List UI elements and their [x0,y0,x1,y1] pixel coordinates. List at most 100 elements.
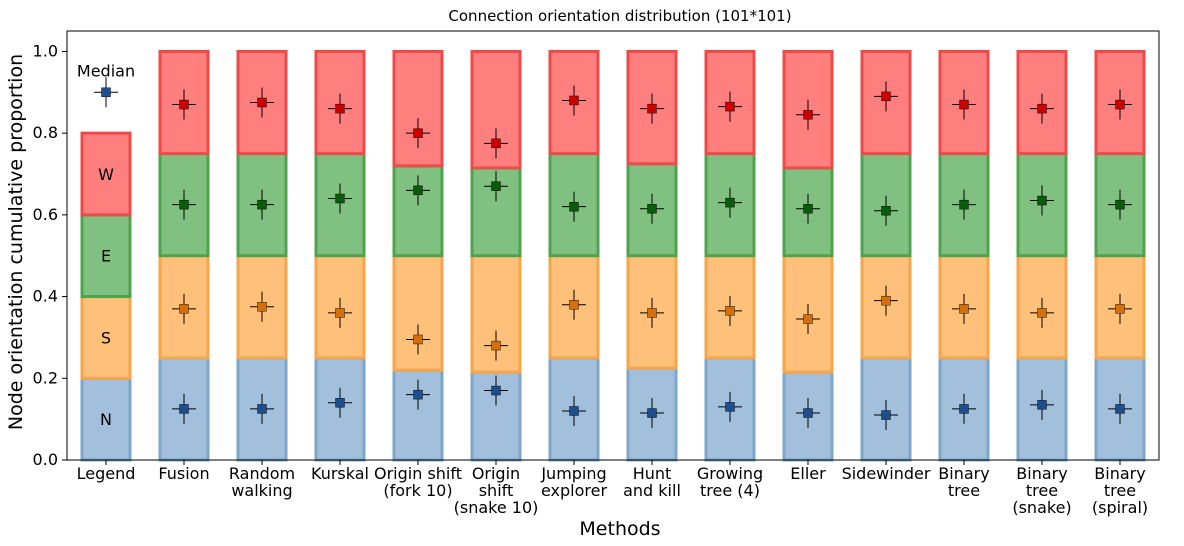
legend-label-w: W [98,165,114,184]
x-axis-label: Methods [579,518,660,540]
plot-frame [66,30,1160,461]
median-marker-e [803,204,813,214]
median-marker-n [1037,400,1047,410]
x-tick-label: (spiral) [1092,498,1148,517]
median-marker-w [1115,99,1125,110]
median-marker-w [647,103,657,114]
median-marker-s [1037,308,1047,318]
x-tick-label: tree (4) [700,481,760,500]
x-tick-label: Sidewinder [842,464,931,483]
median-marker-e [335,193,345,204]
median-marker-e [1115,199,1125,210]
median-marker-w [1037,103,1047,114]
x-tick-label: walking [231,481,292,500]
median-marker-n [959,404,969,414]
median-marker-n [725,402,735,412]
x-tick-label: Hunt [633,464,672,483]
median-marker-w [179,99,189,110]
y-tick-label: 1.0 [33,41,58,60]
median-marker-e [725,197,735,208]
median-marker-w [881,91,891,102]
median-marker-e [569,201,579,212]
x-tick-label: Origin [472,464,520,483]
median-marker-n [413,389,423,400]
median-marker-s [881,295,891,306]
x-tick-label: Kurskal [311,464,369,483]
y-tick-label: 0.8 [33,123,58,142]
x-tick-label: (fork 10) [383,481,452,500]
median-marker-w [257,97,267,108]
median-marker-w [959,99,969,110]
x-tick-label: Random [229,464,295,483]
median-marker-n [881,410,891,420]
x-tick-label: Binary [1094,464,1145,483]
median-marker-w [491,138,501,149]
median-marker-n [335,398,345,408]
median-marker-s [335,308,345,318]
y-tick-label: 0.4 [33,287,58,306]
median-marker-s [257,302,267,312]
x-tick-label: Eller [790,464,826,483]
median-marker-e [413,185,423,196]
x-tick-label: tree [1026,481,1058,500]
median-marker-w [335,103,345,114]
x-tick-label: explorer [541,481,607,500]
median-marker-e [959,199,969,210]
median-marker-e [881,206,891,216]
median-marker-s [959,304,969,314]
x-tick-label: Legend [77,464,136,483]
median-marker-w [803,110,813,120]
median-marker-s [1115,304,1125,314]
median-marker-s [725,306,735,316]
median-marker-n [803,408,813,418]
legend-median-marker [101,87,111,97]
plot-area: N S E W Median 0.0 0.2 0.4 0.6 0.8 1.0 Legend Fusion… [33,30,1160,517]
median-marker-e [1037,195,1047,206]
bar-segment-n [938,356,990,462]
bar-segment-w [392,49,444,168]
x-tick-label: tree [948,481,980,500]
legend-segment-w [80,131,132,217]
x-tick-label: Fusion [158,464,209,483]
x-tick-label: Jumping [540,464,606,483]
bar-segment-s [314,254,366,360]
median-marker-e [491,181,501,191]
median-marker-n [647,408,657,418]
y-tick-label: 0.2 [33,368,58,387]
median-marker-s [647,308,657,318]
x-tick-label: Binary [1016,464,1067,483]
median-marker-w [413,128,423,138]
legend-label-n: N [100,410,112,429]
median-marker-s [491,340,501,351]
x-tick-label: and kill [623,481,681,500]
median-marker-n [569,406,579,416]
median-marker-s [179,304,189,314]
median-marker-n [179,404,189,414]
median-marker-s [803,314,813,324]
median-marker-n [491,385,501,396]
x-tick-label: tree [1104,481,1136,500]
legend-label-s: S [101,328,111,347]
y-axis-label: Node orientation cumulative proportion [5,54,27,430]
x-tick-label: Origin shift [374,464,462,483]
median-marker-e [179,199,189,210]
median-marker-s [569,300,579,310]
y-tick-label: 0.6 [33,205,58,224]
median-marker-n [1115,404,1125,414]
x-tick-label: (snake 10) [454,498,539,517]
bar-segment-w [782,49,834,170]
x-tick-label: Binary [938,464,989,483]
y-tick-label: 0.0 [33,450,58,469]
legend-segment-s [80,295,132,380]
x-tick-label: (snake) [1012,498,1071,517]
median-marker-w [569,95,579,106]
chart-title: Connection orientation distribution (101… [448,7,791,25]
x-tick-label: shift [479,481,514,500]
legend-median-label: Median [77,61,135,80]
legend-label-e: E [101,247,111,266]
median-marker-s [413,334,423,345]
median-marker-w [725,101,735,112]
bar-segment-e [1094,152,1146,258]
x-tick-label: Growing [697,464,763,483]
